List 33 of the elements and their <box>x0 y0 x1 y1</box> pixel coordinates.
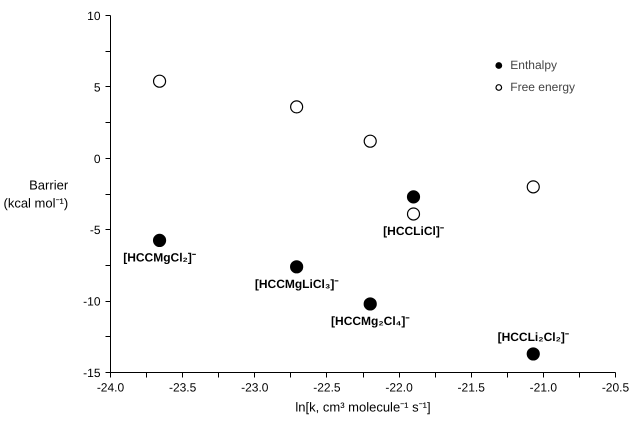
x-tick-label: -24.0 <box>96 380 124 394</box>
y-tick-label: 0 <box>94 152 101 166</box>
x-axis-title: ln[k, cm³ molecule⁻¹ s⁻¹] <box>295 400 431 414</box>
x-tick-label: -20.5 <box>602 380 630 394</box>
y-tick-label: -10 <box>83 294 101 309</box>
point <box>406 190 420 204</box>
point <box>152 74 166 88</box>
y-tick-label: -5 <box>90 223 101 238</box>
point <box>290 260 304 274</box>
x-tick-label: -22.0 <box>385 380 414 394</box>
annotation: [HCCMgCl₂]⁻ <box>123 250 196 264</box>
legend-label: Enthalpy <box>510 58 557 72</box>
x-tick-label: -21.0 <box>530 380 558 394</box>
annotation: [HCCLiCl]⁻ <box>383 224 444 238</box>
annotation: [HCCMgLiCl₃]⁻ <box>254 276 338 291</box>
x-tick-label: -21.5 <box>458 380 486 394</box>
annotation: [HCCMg₂Cl₄]⁻ <box>331 314 410 328</box>
point <box>406 207 420 221</box>
point <box>290 100 304 114</box>
y-axis-title: Barrier (kcal mol⁻¹) <box>3 178 69 210</box>
y-tick-label: -15 <box>83 366 101 380</box>
point <box>364 134 377 148</box>
y-tick-label: 5 <box>94 80 101 94</box>
y-tick-label: 10 <box>87 9 101 23</box>
x-tick-label: -23.5 <box>168 380 197 394</box>
x-tick-label: -22.5 <box>313 380 341 394</box>
point <box>526 180 540 194</box>
point <box>152 234 166 247</box>
annotation: [HCCLi₂Cl₂]⁻ <box>498 330 569 344</box>
point <box>526 347 540 361</box>
point <box>364 297 377 311</box>
x-tick-label: -23.0 <box>241 380 269 394</box>
legend-label: Free energy <box>510 80 575 94</box>
